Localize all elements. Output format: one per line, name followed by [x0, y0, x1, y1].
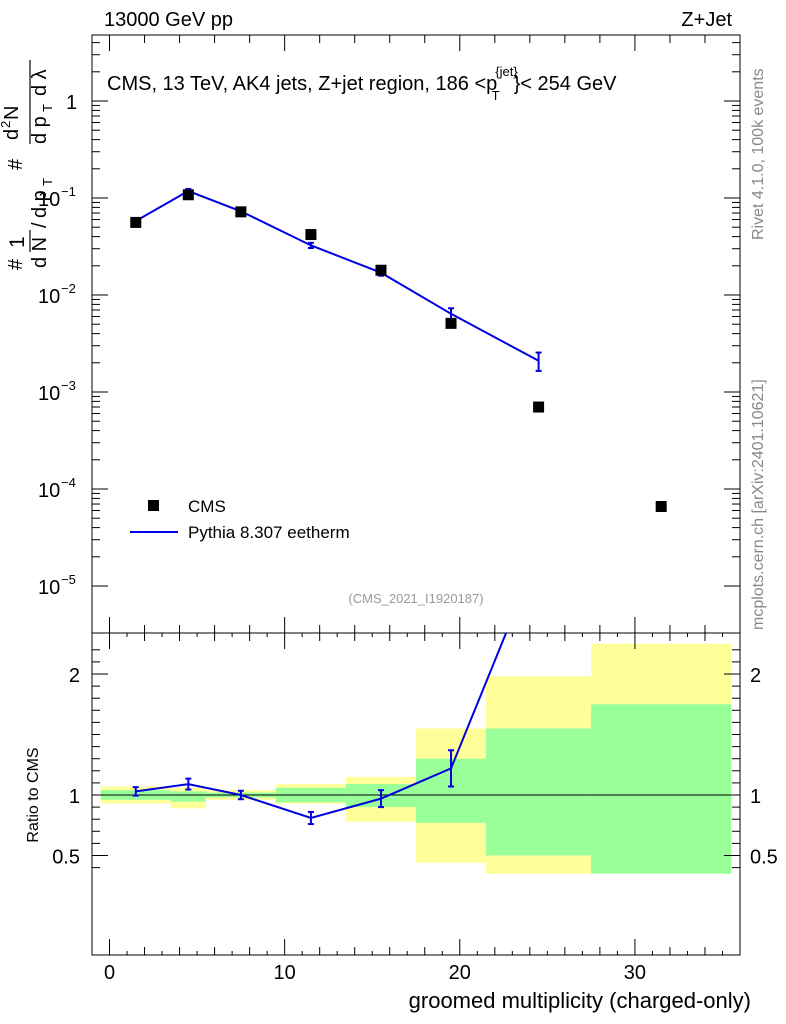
main-y-axis-label: # 1 d N / d p T # d 2 N d p T d λ: [0, 60, 55, 270]
main-cms-point: [235, 206, 247, 218]
plot-title: CMS, 13 TeV, AK4 jets, Z+jet region, 186…: [107, 64, 617, 103]
main-ytick-label: 10: [38, 480, 60, 502]
x-axis-label: groomed multiplicity (charged-only): [409, 988, 751, 1013]
analysis-id-label: (CMS_2021_I1920187): [348, 591, 483, 606]
ratio-ytick-label-right: 1: [750, 786, 761, 808]
main-ytick-exponent: −2: [61, 281, 76, 296]
ratio-xtick-label: 30: [624, 962, 646, 984]
ratio-xtick-label: 10: [274, 962, 296, 984]
ratio-uncertainty-bands: [100, 643, 732, 874]
ratio-ytick-label: 1: [69, 786, 80, 808]
ratio-frame: [91, 632, 741, 956]
main-cms-point: [305, 229, 317, 241]
title-subscript: T: [492, 88, 500, 103]
ratio-xtick-label: 0: [104, 962, 115, 984]
ratio-axis-ticks: 0.5 0.51 12 20 10 20 30: [52, 633, 778, 984]
ratio-mc-series: [132, 633, 508, 826]
main-cms-point: [182, 189, 194, 201]
main-ytick-exponent: −3: [61, 378, 76, 393]
ylabel-dn: d N: [29, 237, 51, 268]
ylabel-sub-t-2: T: [40, 104, 55, 112]
ylabel-hash: #: [5, 258, 27, 270]
main-cms-point: [445, 317, 457, 329]
main-frame: [91, 34, 741, 634]
ylabel-dp: d p: [29, 116, 51, 144]
main-ytick-label: 10: [38, 577, 60, 599]
main-mc-series: [132, 187, 542, 372]
main-cms-point: [533, 401, 545, 413]
ratio-xtick-label: 20: [449, 962, 471, 984]
mcplots-label: mcplots.cern.ch [arXiv:2401.10621]: [750, 379, 767, 630]
ratio-band-green: [591, 704, 732, 874]
main-ytick-label: 10: [38, 383, 60, 405]
main-cms-point: [130, 216, 142, 228]
title-superscript: {jet}: [495, 64, 518, 79]
main-mc-line: [135, 189, 540, 362]
ratio-ytick-label: 0.5: [52, 847, 80, 869]
ylabel-n: N: [1, 106, 23, 120]
legend: CMS Pythia 8.307 eetherm: [130, 497, 350, 542]
rivet-version-label: Rivet 4.1.0, 100k events: [750, 68, 767, 240]
header-process-label: Z+Jet: [681, 9, 732, 31]
ylabel-dlambda: d λ: [29, 69, 51, 96]
ratio-band-green: [170, 791, 206, 802]
title-suffix: }< 254 GeV: [514, 73, 618, 95]
ratio-y-axis-label: Ratio to CMS: [25, 747, 42, 842]
main-axis-ticks: 110−110−210−310−410−5: [38, 35, 740, 633]
main-ytick-exponent: −5: [61, 572, 76, 587]
legend-label-mc: Pythia 8.307 eetherm: [188, 523, 350, 542]
main-ytick-label: 10: [38, 286, 60, 308]
ylabel-dpt: d p: [29, 190, 51, 218]
main-ytick-exponent: −4: [61, 475, 76, 490]
ratio-ytick-label: 2: [69, 665, 80, 687]
ylabel-d2n: d: [1, 129, 23, 140]
ylabel-one: 1: [6, 236, 29, 248]
main-ytick-label: 10: [38, 189, 60, 211]
legend-marker-cms: [148, 500, 159, 511]
ratio-ytick-label-right: 0.5: [750, 847, 778, 869]
main-ytick-exponent: −1: [61, 184, 76, 199]
main-ytick-label: 1: [66, 92, 77, 114]
ylabel-sub-t: T: [40, 178, 55, 186]
header-beam-label: 13000 GeV pp: [104, 9, 233, 31]
main-cms-point: [375, 264, 387, 276]
main-cms-series: [130, 189, 667, 513]
ylabel-sup-2: 2: [0, 121, 13, 128]
ylabel-hash-2: #: [5, 158, 27, 170]
ratio-band-green: [486, 728, 592, 856]
ratio-ytick-label-right: 2: [750, 665, 761, 687]
ylabel-slash: /: [29, 222, 51, 228]
title-prefix: CMS, 13 TeV, AK4 jets, Z+jet region, 186…: [107, 73, 497, 95]
main-cms-point: [655, 501, 667, 513]
legend-label-cms: CMS: [188, 497, 226, 516]
